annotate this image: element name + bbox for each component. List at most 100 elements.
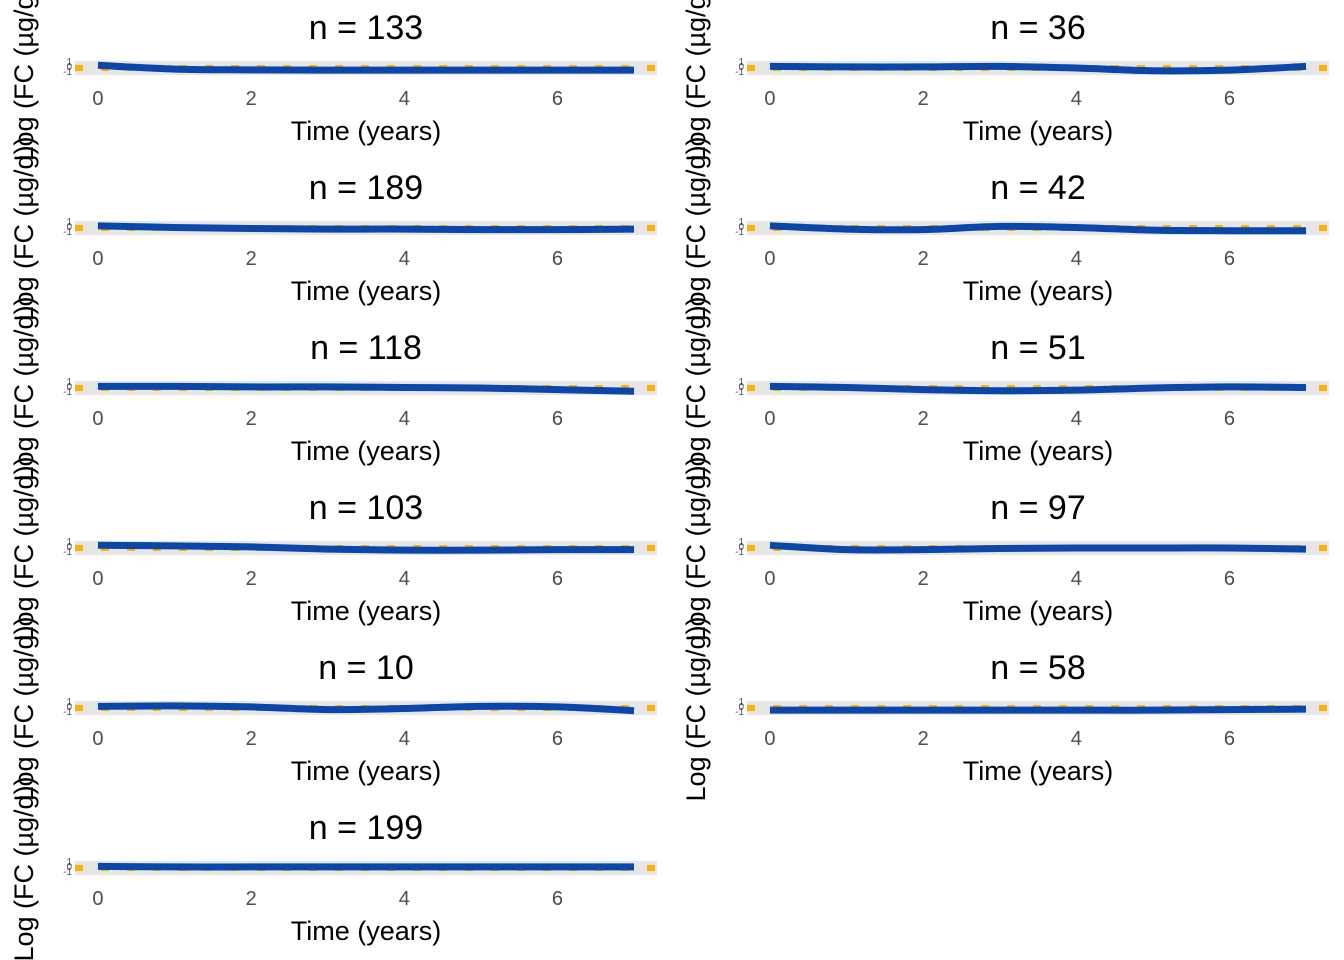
y-tick-label: 0 (738, 702, 744, 713)
x-tick-label: 6 (1224, 408, 1235, 430)
x-tick-label: 4 (1071, 248, 1082, 270)
y-tick-label: 1 (66, 857, 72, 868)
y-tick-labels: 10-1 (63, 377, 72, 398)
y-tick-label: 0 (66, 702, 72, 713)
y-tick-label: -1 (63, 387, 72, 398)
panel-title: n = 97 (990, 489, 1085, 527)
y-tick-label: -1 (63, 227, 72, 238)
trajectory-line (97, 862, 635, 871)
x-tick-label: 2 (918, 248, 929, 270)
panel-title: n = 42 (990, 169, 1085, 207)
x-tick-label: 4 (399, 408, 410, 430)
trajectory-line (97, 702, 635, 715)
y-tick-label: -1 (63, 547, 72, 558)
y-tick-label: 0 (738, 382, 744, 393)
x-axis-title: Time (years) (291, 596, 442, 626)
y-tick-label: 0 (738, 542, 744, 553)
y-tick-label: -1 (735, 707, 744, 718)
y-tick-labels: 10-1 (63, 697, 72, 718)
trajectory-line (97, 61, 635, 74)
y-tick-label: 0 (66, 222, 72, 233)
y-tick-label: 1 (738, 57, 744, 68)
x-tick-label: 2 (918, 568, 929, 590)
y-axis-title: Log (FC (µg/g)) (9, 136, 39, 321)
y-tick-label: 0 (738, 222, 744, 233)
panel-title: n = 36 (990, 9, 1085, 47)
x-tick-label: 0 (92, 408, 103, 430)
y-tick-labels: 10-1 (63, 537, 72, 558)
x-axis-title: Time (years) (291, 436, 442, 466)
y-tick-label: 1 (66, 377, 72, 388)
x-tick-label: 0 (92, 728, 103, 750)
trajectory-line (769, 222, 1307, 235)
x-tick-label: 6 (1224, 568, 1235, 590)
x-tick-label: 2 (918, 728, 929, 750)
y-tick-label: 1 (66, 57, 72, 68)
trajectory-line (769, 705, 1307, 714)
y-axis-title: Log (FC (µg/g)) (681, 296, 711, 481)
y-tick-label: 0 (738, 62, 744, 73)
x-tick-label: 6 (552, 568, 563, 590)
x-tick-label: 4 (1071, 408, 1082, 430)
x-tick-label: 0 (92, 568, 103, 590)
y-axis-title: Log (FC (µg/g)) (681, 136, 711, 321)
trajectory-line (769, 382, 1307, 395)
y-tick-labels: 10-1 (63, 217, 72, 238)
x-tick-label: 2 (246, 888, 257, 910)
y-tick-label: 1 (738, 697, 744, 708)
x-tick-label: 4 (399, 568, 410, 590)
y-tick-label: 1 (738, 377, 744, 388)
x-tick-label: 0 (764, 728, 775, 750)
x-tick-label: 6 (552, 728, 563, 750)
y-axis-title: Log (FC (µg/g)) (9, 456, 39, 641)
x-tick-label: 0 (92, 248, 103, 270)
x-tick-label: 0 (92, 88, 103, 110)
y-axis-title: Log (FC (µg/g)) (9, 0, 39, 162)
x-axis-title: Time (years) (963, 756, 1114, 786)
panel-title: n = 10 (318, 649, 413, 687)
x-tick-label: 2 (246, 408, 257, 430)
x-tick-label: 6 (1224, 728, 1235, 750)
y-tick-label: -1 (735, 227, 744, 238)
y-tick-label: -1 (63, 67, 72, 78)
x-tick-label: 2 (918, 88, 929, 110)
y-tick-labels: 10-1 (735, 697, 744, 718)
trajectory-line (769, 62, 1307, 75)
panel-title: n = 103 (309, 489, 423, 527)
y-tick-label: 0 (66, 62, 72, 73)
x-axis-title: Time (years) (291, 116, 442, 146)
y-tick-label: -1 (63, 867, 72, 878)
x-tick-label: 0 (764, 88, 775, 110)
x-tick-label: 6 (552, 88, 563, 110)
y-tick-labels: 10-1 (63, 857, 72, 878)
trajectory-line (769, 541, 1307, 554)
panel-title: n = 133 (309, 9, 423, 47)
x-tick-label: 4 (399, 88, 410, 110)
x-tick-label: 2 (246, 568, 257, 590)
y-tick-label: 1 (738, 537, 744, 548)
y-tick-label: -1 (735, 547, 744, 558)
x-tick-label: 4 (1071, 88, 1082, 110)
x-tick-label: 2 (246, 88, 257, 110)
y-axis-title: Log (FC (µg/g)) (681, 616, 711, 801)
trajectory-line (97, 382, 635, 395)
x-tick-label: 6 (552, 248, 563, 270)
trajectory-line (97, 541, 635, 554)
y-axis-title: Log (FC (µg/g)) (681, 0, 711, 162)
y-tick-label: -1 (63, 707, 72, 718)
y-tick-labels: 10-1 (63, 57, 72, 78)
panel-title: n = 58 (990, 649, 1085, 687)
y-tick-label: 1 (66, 537, 72, 548)
x-axis-title: Time (years) (963, 436, 1114, 466)
x-axis-title: Time (years) (963, 276, 1114, 306)
x-tick-label: 2 (246, 728, 257, 750)
y-tick-label: 1 (66, 697, 72, 708)
x-axis-title: Time (years) (291, 916, 442, 946)
y-tick-label: -1 (735, 67, 744, 78)
x-axis-title: Time (years) (291, 276, 442, 306)
